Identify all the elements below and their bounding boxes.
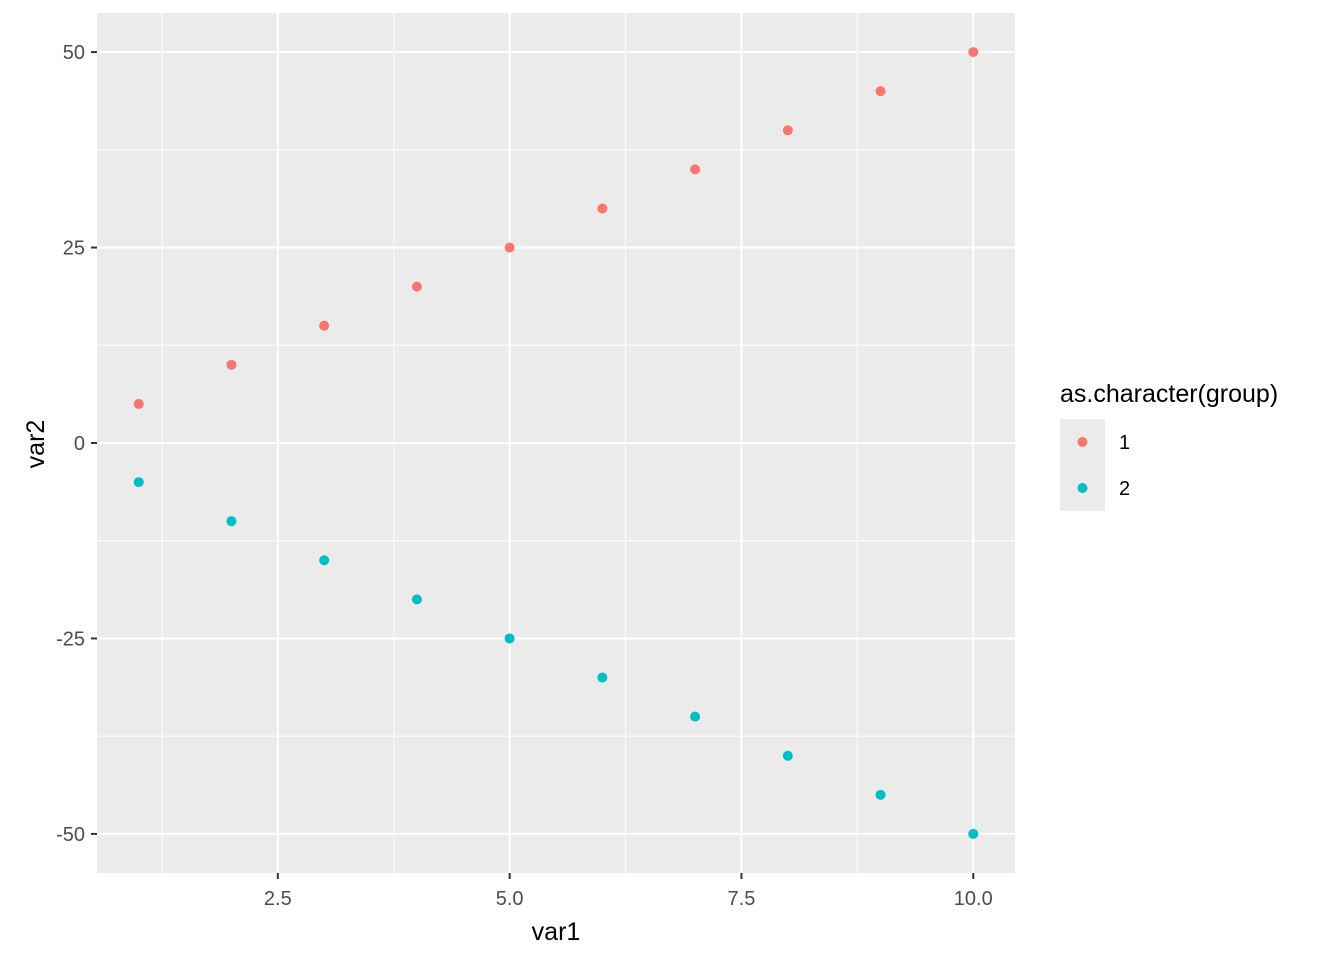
data-point-group-1 [504,242,515,253]
y-axis-ticks: -50 -25 0 25 50 [56,42,97,846]
major-gridlines [97,13,1015,873]
data-point-group-1 [690,164,701,175]
y-tick-label: 0 [74,433,85,455]
data-point-group-1 [782,125,793,136]
legend-label: 1 [1119,432,1130,454]
data-point-group-1 [319,320,330,331]
data-point-group-2 [968,828,979,839]
x-tick-label: 5.0 [496,888,524,910]
data-points [133,47,979,839]
x-axis-title: var1 [532,918,581,946]
y-tick-label: -25 [56,628,85,650]
data-point-group-2 [597,672,608,683]
y-axis-title: var2 [22,420,50,469]
data-point-group-2 [319,555,330,566]
legend-key-point [1077,437,1088,447]
x-tick-label: 10.0 [954,888,993,910]
legend: as.character(group) 1 2 [1060,380,1278,511]
data-point-group-1 [226,359,237,370]
data-point-group-2 [133,477,144,488]
x-axis-ticks: 2.5 5.0 7.5 10.0 [264,873,993,910]
legend-title: as.character(group) [1060,380,1278,408]
data-point-group-1 [597,203,608,214]
data-point-group-1 [133,398,144,409]
y-tick-label: -50 [56,824,85,846]
data-point-group-2 [782,750,793,761]
x-tick-label: 7.5 [728,888,756,910]
y-tick-label: 50 [63,42,85,64]
legend-key-point [1077,483,1088,493]
data-point-group-2 [504,633,515,644]
x-tick-label: 2.5 [264,888,292,910]
data-point-group-1 [411,281,422,292]
y-tick-label: 25 [63,238,85,260]
data-point-group-2 [875,789,886,800]
data-point-group-2 [226,516,237,527]
data-point-group-1 [875,86,886,97]
legend-label: 2 [1119,478,1130,500]
data-point-group-2 [690,711,701,722]
data-point-group-1 [968,47,979,58]
data-point-group-2 [411,594,422,605]
